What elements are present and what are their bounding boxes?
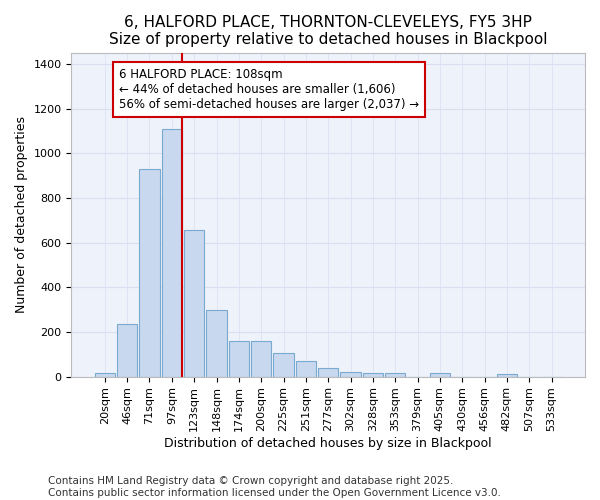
Bar — [162, 128, 182, 376]
Bar — [95, 373, 115, 376]
Bar — [139, 169, 160, 376]
Bar — [340, 372, 361, 376]
Bar — [117, 324, 137, 376]
Bar — [229, 341, 249, 376]
Bar — [184, 230, 204, 376]
Bar — [385, 373, 405, 376]
Bar — [363, 373, 383, 376]
Y-axis label: Number of detached properties: Number of detached properties — [15, 116, 28, 313]
Title: 6, HALFORD PLACE, THORNTON-CLEVELEYS, FY5 3HP
Size of property relative to detac: 6, HALFORD PLACE, THORNTON-CLEVELEYS, FY… — [109, 15, 547, 48]
Bar — [318, 368, 338, 376]
Bar — [274, 353, 293, 376]
Bar — [206, 310, 227, 376]
Bar — [430, 373, 450, 376]
Bar — [296, 361, 316, 376]
Bar — [251, 341, 271, 376]
Text: 6 HALFORD PLACE: 108sqm
← 44% of detached houses are smaller (1,606)
56% of semi: 6 HALFORD PLACE: 108sqm ← 44% of detache… — [119, 68, 419, 112]
Bar — [497, 374, 517, 376]
X-axis label: Distribution of detached houses by size in Blackpool: Distribution of detached houses by size … — [164, 437, 492, 450]
Text: Contains HM Land Registry data © Crown copyright and database right 2025.
Contai: Contains HM Land Registry data © Crown c… — [48, 476, 501, 498]
